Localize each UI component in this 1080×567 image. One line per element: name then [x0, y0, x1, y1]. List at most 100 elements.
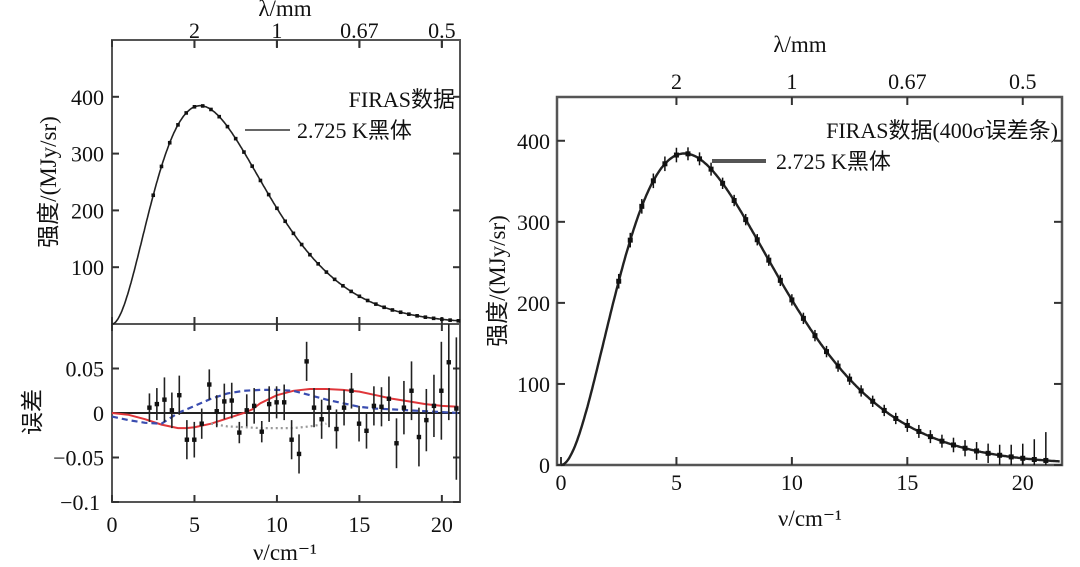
right-data-point: [893, 415, 899, 421]
right-data-point: [639, 203, 645, 209]
left-data-point: [398, 310, 403, 315]
left-data-point: [159, 164, 164, 169]
left-data-point: [382, 305, 386, 310]
residual-data-point: [409, 388, 414, 393]
right-data-point: [835, 363, 841, 369]
left-xlabel: ν/cm⁻¹: [253, 540, 317, 565]
left-residual-ylabel: 误差: [20, 389, 45, 435]
right-data-point: [627, 237, 633, 243]
residual-data-point: [439, 388, 444, 393]
left-data-point: [250, 164, 254, 168]
left-data-point: [407, 312, 411, 316]
residual-data-point: [454, 406, 459, 411]
left-data-point: [151, 193, 156, 198]
right-x-tick-label: 15: [896, 470, 918, 495]
left-legend-curve-label: 2.725 K黑体: [297, 118, 412, 143]
residual-data-point: [304, 359, 309, 364]
right-data-point: [708, 166, 714, 172]
left-data-point: [167, 140, 172, 145]
residual-data-point: [289, 437, 294, 442]
residual-data-point: [334, 426, 339, 432]
right-blackbody-curve: [560, 152, 1060, 467]
residual-data-point: [229, 398, 234, 403]
residual-data-point: [259, 429, 264, 434]
left-data-point: [258, 178, 263, 183]
left-data-point: [390, 308, 395, 312]
left-ylabel: 强度/(MJy/sr): [36, 116, 61, 248]
left-y-tick-label: 300: [71, 142, 104, 167]
residual-data-point: [349, 388, 354, 393]
left-data-point: [440, 317, 444, 322]
right-data-point: [720, 180, 726, 186]
residual-data-point: [192, 437, 197, 442]
right-data-point: [870, 398, 876, 404]
right-y-tick-label: 0: [539, 453, 550, 478]
right-data-point: [673, 152, 679, 158]
right-data-point: [997, 452, 1003, 458]
residual-data-point: [341, 405, 347, 410]
left-data-point: [357, 294, 362, 299]
right-top-axis-label: λ/mm: [773, 32, 826, 57]
left-data-point: [308, 252, 312, 257]
residual-data-point: [371, 403, 377, 409]
left-y-tick-label: 200: [71, 198, 104, 223]
right-data-point: [777, 277, 783, 283]
right-top-tick-label: 1: [786, 69, 797, 94]
left-top-tick-label: 1: [271, 18, 282, 43]
left-data-point: [431, 316, 436, 321]
left-x-tick-label: 15: [348, 512, 370, 537]
left-legend-data-label: FIRAS数据: [349, 87, 455, 112]
right-data-point: [939, 438, 945, 444]
residual-data-point: [274, 400, 279, 405]
right-plot-frame: [555, 95, 1064, 467]
right-xlabel: ν/cm⁻¹: [778, 506, 842, 531]
left-top-tick-label: 0.67: [340, 18, 379, 43]
residual-data-point: [154, 401, 160, 407]
left-top-axis-label: λ/mm: [258, 0, 311, 21]
residual-data-point: [379, 404, 384, 409]
right-data-point: [904, 422, 910, 428]
left-data-point: [200, 104, 205, 108]
right-ylabel: 强度/(MJy/sr): [485, 215, 510, 347]
left-residual-y-tick-label: 0.05: [66, 357, 105, 382]
left-data-point: [283, 219, 287, 224]
right-data-point: [766, 257, 772, 263]
residual-data-point: [386, 396, 392, 401]
residual-data-point: [281, 400, 287, 405]
right-legend-data-label: FIRAS数据(400σ误差条): [826, 118, 1058, 143]
right-data-point: [685, 151, 691, 157]
residual-data-point: [364, 428, 369, 433]
left-data-point: [266, 192, 271, 197]
left-data-point: [176, 123, 180, 127]
residual-data-point: [207, 382, 212, 387]
left-top-plot-frame: [111, 39, 461, 325]
right-y-tick-label: 400: [517, 129, 550, 154]
residual-data-point: [199, 421, 204, 426]
left-y-tick-label: 400: [71, 85, 104, 110]
right-x-tick-label: 20: [1012, 470, 1034, 495]
residual-data-point: [162, 397, 167, 402]
right-data-point: [881, 407, 887, 413]
right-data-point: [800, 315, 806, 321]
residual-data-point: [424, 417, 429, 423]
residual-data-point: [266, 401, 272, 407]
residual-data-point: [147, 405, 152, 410]
residual-data-point: [401, 405, 407, 410]
left-x-tick-label: 5: [189, 512, 200, 537]
left-x-tick-label: 10: [266, 512, 288, 537]
right-data-point: [789, 297, 795, 303]
right-x-tick-label: 5: [671, 470, 682, 495]
right-data-point: [824, 349, 830, 355]
left-data-point: [225, 124, 230, 129]
right-y-tick-label: 300: [517, 210, 550, 235]
residual-data-point: [416, 434, 422, 440]
right-data-point: [916, 428, 922, 434]
residual-data-point: [177, 393, 182, 398]
right-top-tick-label: 2: [671, 69, 682, 94]
left-data-point: [184, 111, 189, 115]
right-data-point: [1008, 454, 1014, 460]
right-data-point: [858, 388, 864, 394]
left-data-point: [299, 242, 304, 247]
left-data-point: [192, 104, 197, 109]
